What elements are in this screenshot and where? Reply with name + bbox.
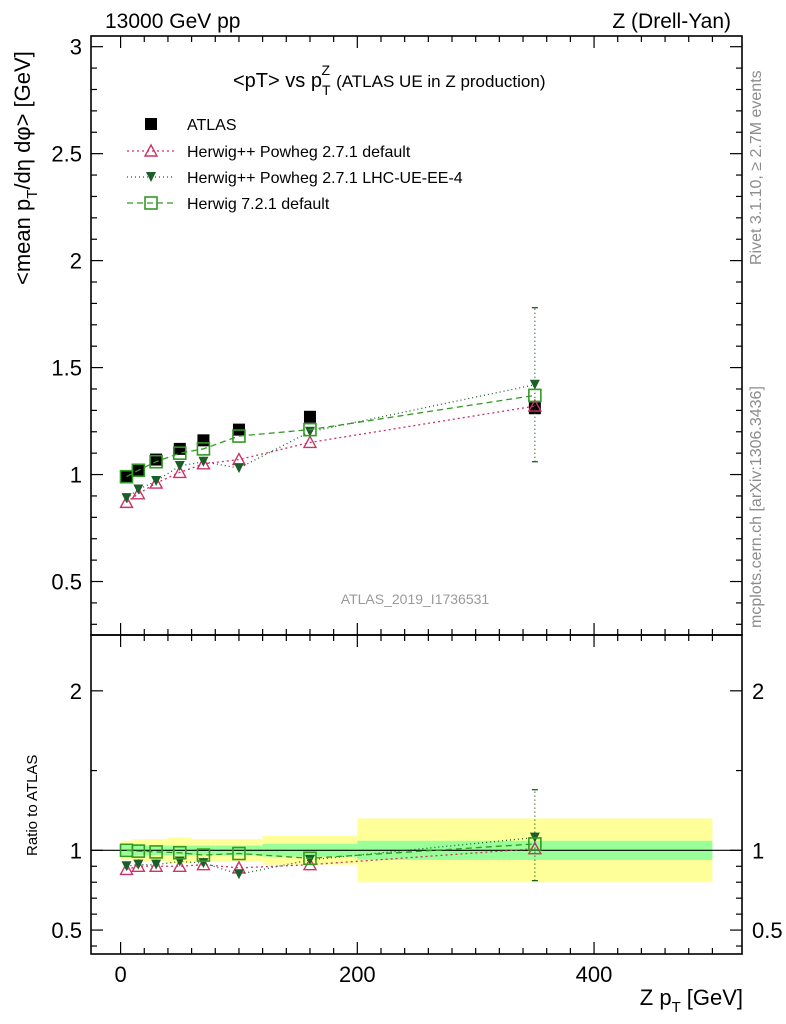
data-point [149, 454, 163, 469]
ratio-point [198, 858, 209, 869]
series-layer [119, 307, 543, 882]
ratio-point [131, 858, 146, 872]
data-point [131, 486, 146, 500]
analysis-id-watermark: ATLAS_2019_I1736531 [341, 591, 490, 607]
legend-label: Herwig++ Powheg 2.7.1 default [187, 144, 411, 161]
y-tick-label: 1 [70, 463, 82, 488]
axes: 0 200 400 0.5 1 1.5 2 2.5 3 0.5 0.5 1 1 2 2 [51, 35, 782, 987]
ratio-point [148, 858, 164, 872]
ratio-point [528, 837, 542, 851]
ratio-y-axis-label: Ratio to ATLAS [24, 755, 41, 856]
y-tick-label: 3 [70, 35, 82, 60]
ratio-point [172, 858, 187, 872]
ratio-y-tick-label: 0.5 [51, 918, 82, 943]
ratio-point [196, 848, 211, 862]
data-point [196, 456, 211, 470]
y-tick-label: 1.5 [51, 356, 82, 381]
x-tick-label: 0 [114, 962, 126, 987]
ratio-panel-frame [90, 634, 743, 955]
ratio-y-tick-label-right: 1 [752, 838, 764, 863]
series-line-main [126, 405, 535, 503]
ratio-point [233, 869, 244, 880]
rivet-version-label: Rivet 3.1.10, ≥ 2.7M events [748, 70, 765, 265]
legend-item: ATLAS [145, 117, 237, 134]
ratio-point [131, 844, 146, 858]
series-0 [120, 402, 541, 483]
ratio-point [172, 845, 187, 860]
x-tick-label: 200 [339, 962, 376, 987]
legend-label: Herwig++ Powheg 2.7.1 LHC-UE-EE-4 [187, 170, 463, 187]
series-line-main [126, 394, 535, 478]
y-tick-label: 2.5 [51, 142, 82, 167]
y-axis-label: <mean pT/dη dφ> [GeV] [10, 51, 41, 285]
series-1 [119, 398, 543, 876]
data-point [528, 388, 542, 403]
legend-marker [145, 118, 157, 130]
data-point [133, 484, 144, 495]
x-axis-label: Z pT [GeV] [640, 985, 743, 1016]
data-point [121, 493, 132, 504]
data-point [173, 442, 186, 455]
legend: ATLAS Herwig++ Powheg 2.7.1 default Herwig… [127, 117, 463, 213]
y-tick-label: 0.5 [51, 570, 82, 595]
data-point [529, 379, 540, 390]
legend-marker [144, 196, 158, 210]
data-point [303, 410, 316, 423]
data-point [302, 435, 318, 449]
header-energy: 13000 GeV pp [105, 10, 240, 33]
legend-item: Herwig 7.2.1 default [127, 196, 330, 213]
data-point [172, 446, 187, 460]
ratio-y-tick-label-right: 2 [752, 679, 764, 704]
mcplots-label: mcplots.cern.ch [arXiv:1306.3436] [748, 386, 765, 628]
data-point [303, 422, 317, 437]
data-point [197, 434, 210, 447]
data-point [232, 429, 246, 443]
data-point [527, 398, 543, 412]
ratio-point [303, 851, 317, 866]
ratio-point [304, 854, 315, 865]
ratio-y-tick-label: 1 [70, 838, 82, 863]
data-point [151, 475, 162, 486]
data-point [174, 460, 185, 471]
data-point [233, 463, 244, 474]
data-point [172, 464, 187, 479]
legend-item: Herwig++ Powheg 2.7.1 default [127, 143, 411, 161]
ratio-point [133, 859, 144, 870]
header-process: Z (Drell-Yan) [612, 10, 731, 33]
series-3 [119, 388, 542, 866]
data-point [196, 442, 211, 456]
data-point [131, 463, 146, 478]
y-tick-label: 2 [70, 249, 82, 274]
ratio-y-tick-label-right: 0.5 [752, 918, 783, 943]
legend-label: ATLAS [187, 117, 237, 134]
legend-item: Herwig++ Powheg 2.7.1 LHC-UE-EE-4 [127, 170, 463, 187]
ratio-point [119, 862, 134, 876]
ratio-point [232, 846, 246, 861]
ratio-point [151, 859, 162, 870]
data-point [198, 456, 209, 467]
legend-marker [143, 143, 159, 157]
x-tick-label: 400 [576, 962, 613, 987]
plot-title: <pT> vs pTZ(ATLAS UE in Z production) [233, 62, 546, 98]
series-line-ratio [126, 843, 535, 859]
ratio-point [527, 841, 543, 855]
ratio-point [149, 845, 163, 859]
ratio-point [121, 861, 132, 872]
data-point [119, 494, 134, 509]
legend-label: Herwig 7.2.1 default [187, 196, 330, 213]
legend-marker [146, 172, 156, 182]
ratio-uncertainty-bands [91, 818, 742, 883]
series-line-main [126, 384, 535, 499]
ratio-y-tick-label: 2 [70, 679, 82, 704]
data-point [148, 475, 164, 489]
